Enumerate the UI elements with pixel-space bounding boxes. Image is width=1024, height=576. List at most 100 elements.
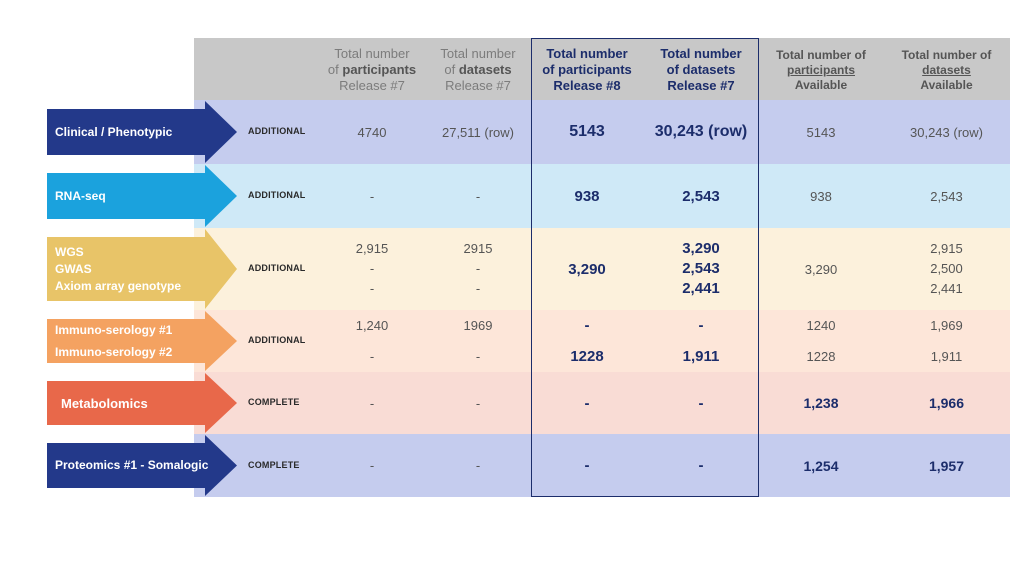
- category-label: WGS GWAS Axiom array genotype: [47, 237, 222, 301]
- table-row: [194, 228, 1010, 310]
- category-name: WGS: [55, 244, 84, 259]
- cell-value: 1,966: [928, 395, 965, 411]
- cell-value: -: [369, 349, 375, 364]
- table-row: [194, 372, 1010, 434]
- cell-value: 2915: [463, 241, 493, 256]
- header-text: of: [327, 62, 343, 77]
- table-cell: 4740: [318, 100, 426, 164]
- cell-value: -: [584, 317, 590, 334]
- category-label: RNA-seq: [47, 173, 222, 219]
- cell-value: 5143: [569, 123, 605, 140]
- cell-value: 938: [574, 187, 600, 205]
- cell-value: 2,543: [682, 187, 720, 205]
- table-cell: - 1228: [531, 310, 643, 372]
- category-label: Metabolomics: [47, 381, 222, 425]
- header-text: of: [444, 62, 459, 77]
- header-participants-release8: Total number of participants Release #8: [531, 42, 643, 98]
- table-header-background: [194, 38, 1010, 100]
- category-name: Immuno-serology #1: [55, 322, 173, 337]
- table-cell: -: [643, 434, 759, 497]
- category-name: RNA-seq: [55, 188, 106, 203]
- category-label-text: Clinical / Phenotypic: [55, 109, 172, 155]
- table-cell: 1,966: [883, 372, 1010, 434]
- cell-value: 27,511 (row): [441, 124, 514, 140]
- cell-value: 2,441: [930, 281, 963, 296]
- table-cell: 938: [759, 164, 883, 228]
- header-line: Total number: [440, 46, 516, 61]
- header-line: Release #7: [339, 78, 405, 93]
- cell-value: 3,290: [804, 261, 838, 277]
- cell-value: -: [369, 458, 375, 473]
- header-line: datasets: [922, 62, 971, 77]
- table-cell: 2915 - -: [426, 228, 530, 310]
- cell-value: -: [584, 457, 590, 474]
- cell-value: 2,441: [682, 280, 720, 297]
- category-label: Immuno-serology #1 Immuno-serology #2: [47, 319, 222, 363]
- status-tag: COMPLETE: [248, 397, 300, 407]
- status-tag: COMPLETE: [248, 459, 300, 470]
- header-line: Release #7: [445, 78, 511, 93]
- cell-value: -: [475, 281, 481, 296]
- header-line: Available: [920, 77, 973, 92]
- header-line: Total number: [660, 46, 742, 61]
- table-cell: 27,511 (row): [426, 100, 530, 164]
- table-cell: 5143: [531, 100, 643, 164]
- release8-highlight-box: [531, 38, 759, 497]
- cell-value: -: [369, 261, 375, 276]
- table-cell: 1,969 1,911: [883, 310, 1010, 372]
- cell-value: -: [584, 394, 590, 412]
- table-cell: -: [643, 372, 759, 434]
- category-label: Proteomics #1 - Somalogic: [47, 443, 222, 488]
- cell-value: 1969: [463, 318, 493, 333]
- header-line: Available: [794, 77, 848, 92]
- category-name: Proteomics #1 - Somalogic: [55, 458, 209, 472]
- cell-value: 30,243 (row): [910, 124, 983, 140]
- header-emphasis: participants: [342, 62, 417, 77]
- cell-value: 1,240: [355, 318, 389, 333]
- status-tag: ADDITIONAL: [248, 190, 306, 200]
- header-participants-available: Total number of participants Available: [759, 42, 883, 98]
- cell-value: 1240: [806, 318, 836, 333]
- table-cell: 1240 1228: [759, 310, 883, 372]
- header-line: Total number of: [901, 47, 992, 62]
- cell-value: -: [475, 261, 481, 276]
- category-name: Clinical / Phenotypic: [55, 124, 173, 139]
- table-cell: 2,915 2,500 2,441: [883, 228, 1010, 310]
- cell-value: -: [369, 395, 375, 411]
- status-tag: ADDITIONAL: [248, 263, 306, 273]
- table-cell: - 1,911: [643, 310, 759, 372]
- table-cell: -: [318, 434, 426, 497]
- cell-value: 1228: [570, 348, 604, 365]
- header-line: of datasets: [666, 62, 736, 77]
- cell-value: 1,911: [682, 348, 720, 365]
- category-label-text: RNA-seq: [55, 173, 106, 219]
- table-cell: -: [426, 434, 530, 497]
- cell-value: 938: [810, 188, 832, 204]
- header-participants-release7: Total number of participants Release #7: [318, 42, 426, 98]
- header-line: Release #7: [667, 78, 735, 93]
- table-cell: 1969 -: [426, 310, 530, 372]
- header-line: Release #8: [553, 78, 621, 93]
- table-row: [194, 310, 1010, 372]
- table-cell: 1,238: [759, 372, 883, 434]
- table-cell: 3,290: [531, 228, 643, 310]
- table-cell: -: [318, 164, 426, 228]
- cell-value: 4740: [357, 124, 387, 140]
- category-label-text: WGS GWAS Axiom array genotype: [55, 237, 181, 301]
- cell-value: 2,500: [930, 261, 963, 276]
- cell-value: 30,243 (row): [654, 123, 748, 140]
- header-datasets-release7: Total number of datasets Release #7: [426, 42, 530, 98]
- table-cell: -: [426, 372, 530, 434]
- table-cell: 5143: [759, 100, 883, 164]
- table-cell: 1,957: [883, 434, 1010, 497]
- header-datasets-available: Total number of datasets Available: [883, 42, 1010, 98]
- cell-value: 1,238: [803, 395, 839, 411]
- table-cell: 938: [531, 164, 643, 228]
- cell-value: -: [369, 188, 375, 204]
- header-line: of participants: [542, 62, 632, 77]
- cell-value: -: [475, 458, 481, 473]
- table-cell: 1,240 -: [318, 310, 426, 372]
- table-cell: 3,290 2,543 2,441: [643, 228, 759, 310]
- cell-value: 1,254: [803, 457, 839, 474]
- category-label-text: Metabolomics: [61, 381, 148, 425]
